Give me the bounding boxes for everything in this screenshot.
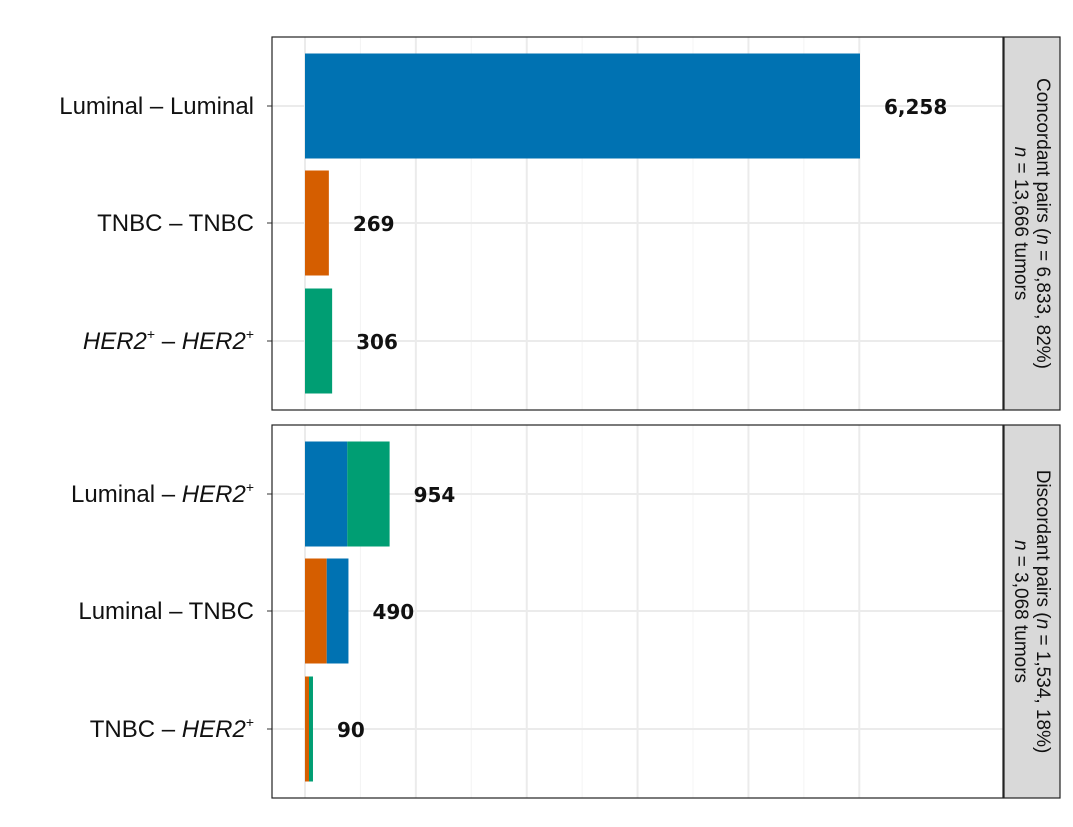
gridlines: [272, 425, 1003, 798]
facet-strip-line1-part: n: [1032, 234, 1053, 245]
category-label-part: Luminal –: [71, 481, 182, 508]
bar-segment-her2-pos: [305, 288, 333, 394]
bar-segment-luminal: [326, 558, 349, 664]
category-label: TNBC – HER2+: [90, 714, 254, 743]
bar-segment-tnbc: [305, 676, 309, 782]
category-label-part: HER2: [182, 481, 246, 508]
bar-segment-tnbc: [305, 170, 329, 276]
bar-row: 490 Luminal – TNBC: [78, 558, 414, 664]
value-label: 269: [353, 212, 395, 236]
category-label: HER2+ – HER2+: [83, 326, 254, 355]
category-label-part: +: [246, 326, 254, 342]
panel-border: [271, 424, 1004, 799]
category-label: Luminal – Luminal: [59, 93, 254, 120]
value-label: 490: [372, 600, 414, 624]
category-label: TNBC – TNBC: [97, 210, 254, 237]
value-label: 954: [414, 483, 456, 507]
category-label-part: HER2: [182, 716, 246, 743]
facet-strip-line2: n = 3,068 tumors: [1010, 540, 1031, 683]
facet-strip: Concordant pairs (n = 6,833, 82%)n = 13,…: [1003, 36, 1061, 411]
facet-strip-background: [1003, 36, 1061, 411]
facet-strip-line2: n = 13,666 tumors: [1010, 147, 1031, 301]
facet-strip-line2-part: = 3,068 tumors: [1010, 551, 1031, 684]
facet-strip-label: Concordant pairs (n = 6,833, 82%)n = 13,…: [1010, 78, 1053, 369]
facet-strip-line1-part: Concordant pairs (: [1032, 78, 1053, 235]
category-label-part: Luminal – Luminal: [59, 93, 254, 120]
category-label: Luminal – HER2+: [71, 479, 254, 508]
bar-segment-tnbc: [305, 558, 327, 664]
facet-strip-line2-part: = 13,666 tumors: [1010, 157, 1031, 300]
facet-strip-label: Discordant pairs (n = 1,534, 18%)n = 3,0…: [1010, 470, 1053, 754]
facet-strip-line1: Discordant pairs (n = 1,534, 18%): [1032, 470, 1053, 754]
panel-border: [271, 36, 1004, 411]
bar-row: 6,258 Luminal – Luminal: [59, 53, 947, 159]
facet-strip: Discordant pairs (n = 1,534, 18%)n = 3,0…: [1003, 424, 1061, 799]
category-label-part: +: [147, 326, 155, 342]
facet-strip-line1: Concordant pairs (n = 6,833, 82%): [1032, 78, 1053, 369]
facet-strip-line1-part: = 1,534, 18%): [1032, 629, 1053, 753]
category-label-part: +: [246, 479, 254, 495]
facet-strip-line1-part: Discordant pairs (: [1032, 470, 1053, 620]
bar-row: 269 TNBC – TNBC: [97, 170, 395, 276]
facet-strip-background: [1003, 424, 1061, 799]
category-label-part: HER2: [83, 328, 147, 355]
bar-segment-her2-pos: [347, 441, 390, 547]
bar-row: 954 Luminal – HER2+: [71, 441, 456, 547]
bar-segment-luminal: [305, 441, 348, 547]
category-label-part: TNBC –: [90, 716, 182, 743]
category-label-part: TNBC – TNBC: [97, 210, 254, 237]
facet-strip-line2-part: n: [1010, 147, 1031, 158]
facet-strip-line2-part: n: [1010, 540, 1031, 551]
category-label-part: Luminal – TNBC: [78, 598, 254, 625]
facet-strip-line1-part: n: [1032, 619, 1053, 630]
panel-concordant: 6,258 Luminal – Luminal 269 TNBC – TNBC 306 H…: [59, 36, 1061, 411]
category-label: Luminal – TNBC: [78, 598, 254, 625]
category-label-part: –: [155, 328, 182, 355]
category-label-part: HER2: [182, 328, 246, 355]
category-label-part: +: [246, 714, 254, 730]
value-label: 90: [337, 718, 365, 742]
bar-segment-luminal: [305, 53, 860, 159]
bar-row: 90 TNBC – HER2+: [90, 676, 365, 782]
value-label: 6,258: [884, 95, 947, 119]
value-label: 306: [356, 330, 398, 354]
facet-strip-line1-part: = 6,833, 82%): [1032, 245, 1053, 369]
bar-segment-her2-pos: [308, 676, 313, 782]
